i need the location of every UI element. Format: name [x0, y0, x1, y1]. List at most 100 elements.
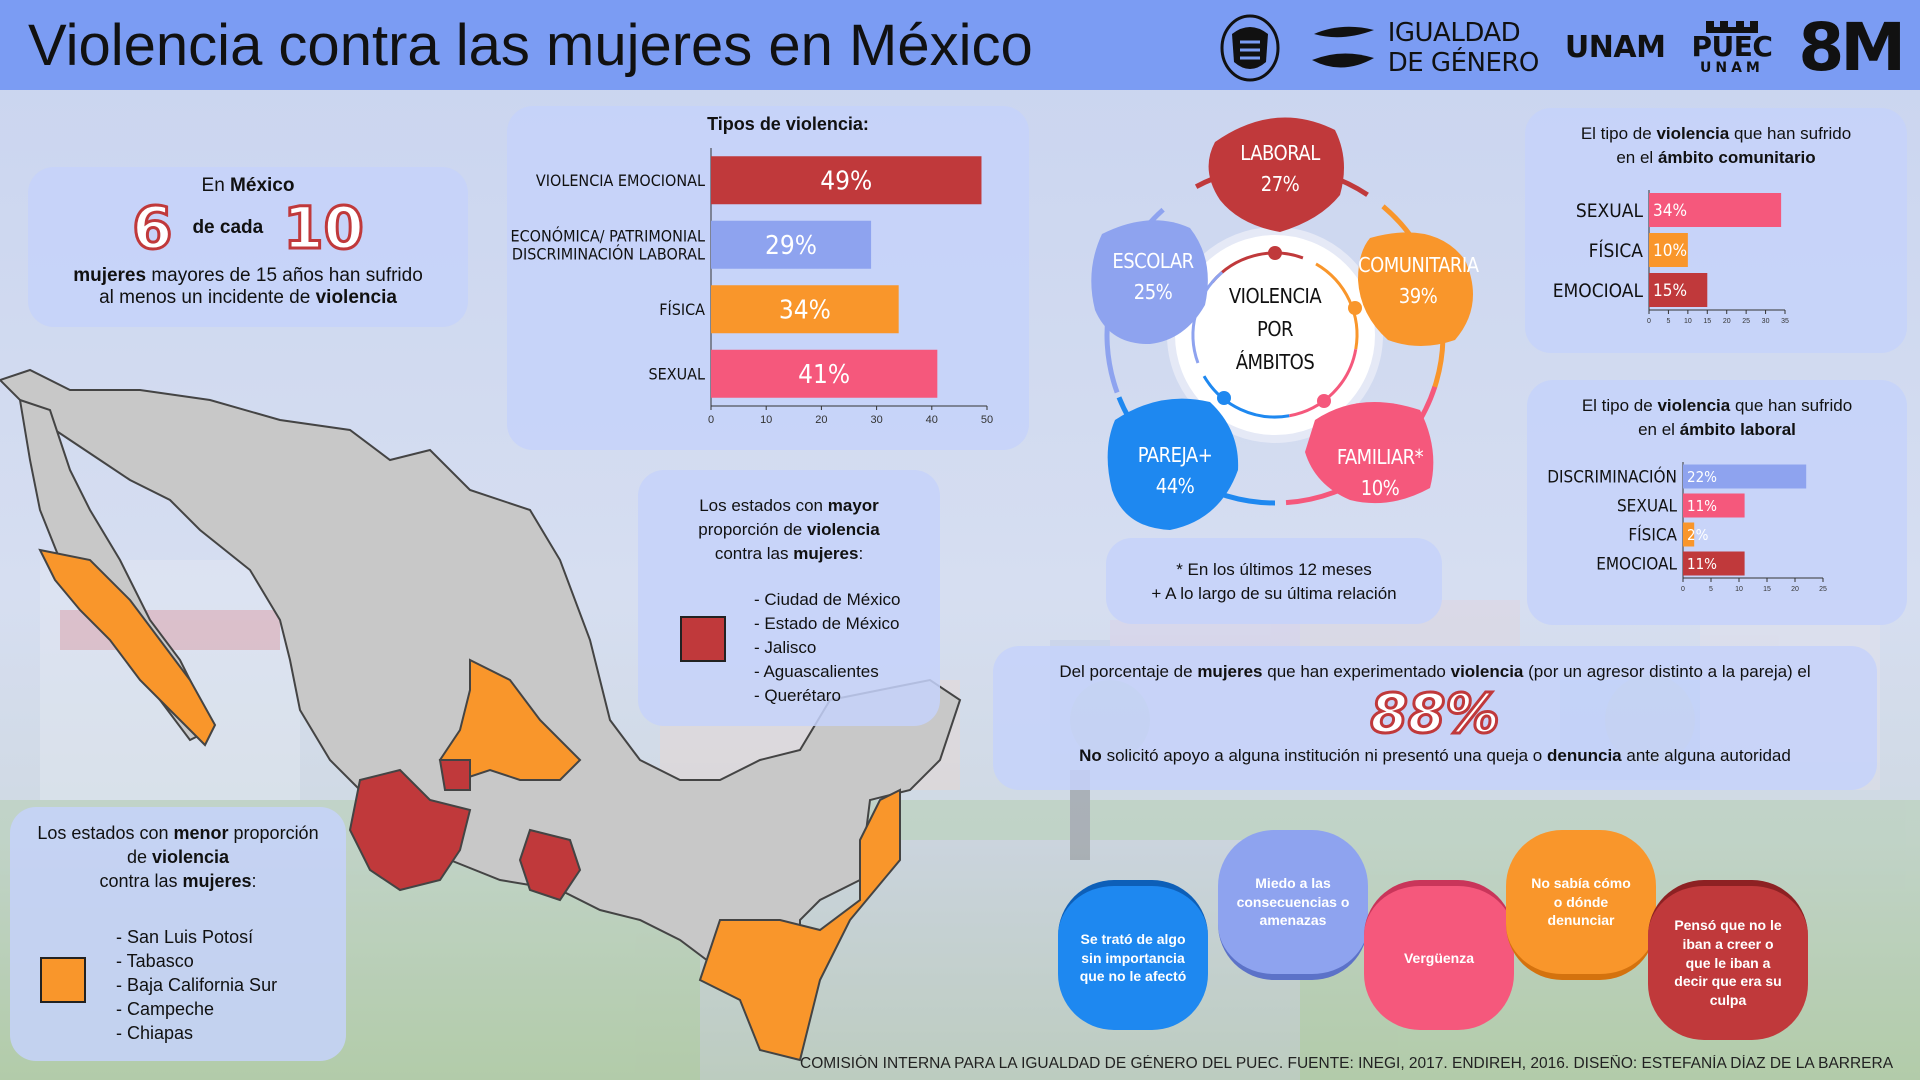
category-label: FÍSICA	[1628, 524, 1677, 546]
x-tick-label: 5	[1709, 586, 1713, 593]
ambito-escolar: ESCOLAR 25%	[1112, 249, 1194, 304]
x-tick-label: 35	[1781, 318, 1789, 325]
menor-proporcion-panel: Los estados con menor proporción de viol…	[10, 807, 346, 1061]
header-bar: Violencia contra las mujeres en México I…	[0, 0, 1920, 90]
bar-value-label: 41%	[798, 360, 850, 390]
x-tick-label: 20	[1791, 586, 1799, 593]
bar	[1683, 522, 1695, 547]
x-tick-label: 50	[981, 414, 993, 426]
map-jalisco	[348, 768, 472, 892]
bar	[1649, 193, 1782, 227]
puec-castle-icon	[1705, 21, 1758, 33]
ambitos-diagram: LABORAL 27% COMUNITARIA 39% FAMILIAR* 10% P…	[1040, 90, 1510, 550]
bar	[1683, 551, 1745, 576]
comunitario-chart: 0 5 10 15 20 25 30 35 34% SEXUAL 10% FÍSICA 15% EMOCI…	[1525, 108, 1907, 353]
bar	[711, 156, 982, 205]
laboral-chart: 0 5 10 15 20 25 22% DISCRIMINACIÓN 11% SEXUAL 2% FÍ…	[1527, 380, 1907, 625]
ambito-pareja: PAREJA+ 44%	[1137, 443, 1213, 498]
unam-logo-text: UNAM	[1564, 30, 1666, 65]
map-queretaro-cdmx-edomex	[518, 828, 582, 902]
logo-group: IGUALDAD DE GÉNERO UNAM PUEC UNAM 8M	[1218, 14, 1906, 82]
bar	[711, 220, 872, 269]
reason-miedo: Miedo a las consecuencias o amenazas	[1218, 830, 1368, 980]
x-tick-label: 15	[1703, 318, 1711, 325]
bar	[1649, 233, 1688, 267]
map-southeast	[698, 788, 901, 1062]
comunitario-title: El tipo de violencia que han sufrido en …	[1580, 124, 1852, 167]
x-tick-label: 25	[1742, 318, 1750, 325]
puec-logo: PUEC UNAM	[1691, 21, 1773, 75]
reason-verguenza: Vergüenza	[1364, 880, 1514, 1030]
map-aguascalientes	[438, 759, 471, 791]
menor-states-list: - San Luis Potosí - Tabasco - Baja Califor…	[116, 927, 278, 1043]
ambitos-ring	[1091, 117, 1473, 530]
bar-value-label: 29%	[765, 231, 817, 261]
x-tick-label: 15	[1763, 586, 1771, 593]
ambitos-notes: * En los últimos 12 meses + A lo largo d…	[1106, 538, 1442, 624]
page-title: Violencia contra las mujeres en México	[28, 13, 1033, 78]
unam-seal-icon	[1220, 14, 1280, 82]
category-label: VIOLENCIA EMOCIONAL	[536, 171, 705, 190]
x-tick-label: 0	[1681, 586, 1685, 593]
bar	[1683, 493, 1745, 518]
category-label: FÍSICA	[1589, 239, 1644, 262]
mayor-color-swatch	[680, 616, 726, 662]
bar-value-label: 11%	[1687, 497, 1717, 515]
category-label: ECONÓMICA/ PATRIMONIAL	[511, 227, 705, 246]
chart-svg: 0 5 10 15 20 25 30 35 34% SEXUAL 10% FÍSICA 15% EMOCI…	[1553, 190, 1789, 325]
bar-value-label: 34%	[779, 296, 831, 326]
category-label: EMOCIOAL	[1553, 280, 1644, 302]
bar-value-label: 22%	[1687, 468, 1717, 486]
bar	[711, 285, 899, 334]
chart-svg: 0 5 10 15 20 25 22% DISCRIMINACIÓN 11% SEXUAL 2% FÍ…	[1547, 462, 1827, 593]
ambito-familiar: FAMILIAR* 10%	[1336, 445, 1424, 500]
agresor-panel: Del porcentaje de mujeres que han experi…	[993, 646, 1877, 790]
category-label: SEXUAL	[1617, 497, 1678, 517]
mayor-states-list: - Ciudad de México - Estado de México - Ja…	[754, 590, 901, 705]
x-tick-label: 30	[870, 414, 882, 426]
footer-credits: COMISIÓN INTERNA PARA LA IGUALDAD DE GÉN…	[800, 1055, 1894, 1072]
stat-big-total: 10	[282, 193, 366, 264]
x-tick-label: 10	[1735, 586, 1743, 593]
category-label: FÍSICA	[659, 300, 705, 319]
category-label: DISCRIMINACIÓN LABORAL	[512, 245, 705, 264]
mayor-proporcion-panel: Los estados con mayor proporción de viol…	[638, 470, 940, 726]
bar-value-label: 49%	[820, 167, 872, 197]
category-label: EMOCIOAL	[1596, 555, 1677, 575]
chart-svg: 0 10 20 30 40 50 49% VIOLENCIA EMOCIONAL 29% ECON…	[511, 148, 993, 426]
agresor-big-percent: 88%	[1369, 681, 1501, 747]
comunitario-chart-panel: El tipo de violencia que han sufrido en …	[1525, 108, 1907, 353]
tipos-chart: 0 10 20 30 40 50 49% VIOLENCIA EMOCIONAL 29% ECON…	[507, 106, 1029, 450]
ambito-laboral: LABORAL 27%	[1240, 141, 1320, 196]
x-tick-label: 25	[1819, 586, 1827, 593]
bar	[1683, 464, 1807, 489]
stat-box: En México 6 de cada 10 mujeres mayores d…	[28, 167, 468, 327]
laboral-chart-panel: El tipo de violencia que han sufrido en …	[1527, 380, 1907, 625]
x-tick-label: 20	[815, 414, 827, 426]
reason-sin-importancia: Se trató de algo sin importancia que no …	[1058, 880, 1208, 1030]
x-tick-label: 0	[1647, 318, 1651, 325]
bar	[711, 349, 938, 398]
reasons-group: Se trató de algo sin importancia que no …	[1058, 830, 1918, 1050]
x-tick-label: 0	[708, 414, 714, 426]
reason-no-sabia: No sabía cómo o dónde denunciar	[1506, 830, 1656, 980]
x-tick-label: 10	[1684, 318, 1692, 325]
x-tick-label: 5	[1666, 318, 1670, 325]
stat-big-number: 6	[131, 193, 174, 264]
igualdad-genero-logo: IGUALDAD DE GÉNERO	[1308, 18, 1539, 78]
x-tick-label: 10	[760, 414, 772, 426]
bar-value-label: 34%	[1653, 201, 1687, 221]
tipos-chart-panel: Tipos de violencia: 0 10 20 30 40 50 49% VIOLEN…	[507, 106, 1029, 450]
category-label: SEXUAL	[649, 365, 706, 384]
bar-value-label: 15%	[1653, 281, 1687, 301]
mexico-map	[0, 368, 962, 1062]
category-label: SEXUAL	[1576, 200, 1644, 222]
igualdad-logo-icon	[1311, 26, 1374, 68]
x-tick-label: 30	[1762, 318, 1770, 325]
tipos-chart-title: Tipos de violencia:	[707, 114, 869, 134]
reason-no-creer: Pensó que no le iban a creer o que le ib…	[1648, 880, 1808, 1040]
bar-value-label: 11%	[1687, 555, 1717, 573]
map-san-luis-potosi	[438, 658, 582, 782]
x-tick-label: 40	[926, 414, 938, 426]
ambitos-center-label: VIOLENCIA POR ÁMBITOS	[1228, 284, 1322, 374]
